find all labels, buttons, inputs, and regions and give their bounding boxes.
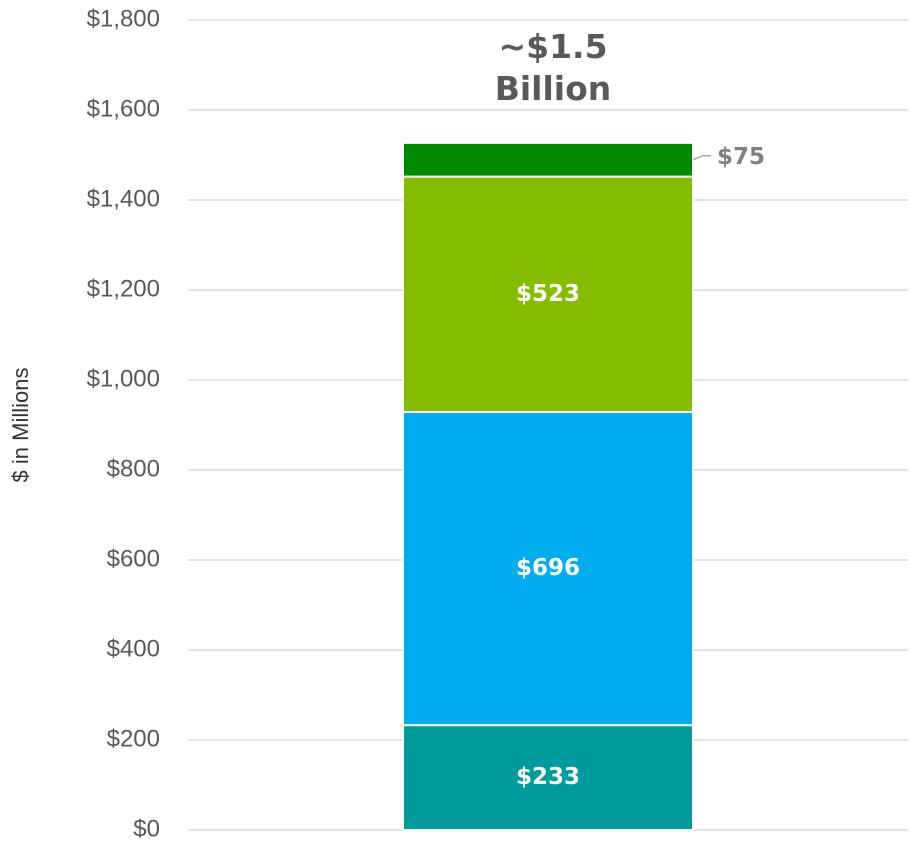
bar-segment: [402, 410, 694, 727]
leader-line: [692, 154, 711, 161]
y-tick-label: $0: [133, 815, 160, 842]
bar-segment: [402, 141, 694, 178]
value-label: $696: [516, 555, 580, 581]
y-tick-label: $1,800: [87, 5, 160, 32]
value-label: $75: [717, 144, 765, 170]
y-tick-label: $1,000: [87, 365, 160, 392]
y-tick-label: $1,400: [87, 185, 160, 212]
y-tick-label: $1,200: [87, 275, 160, 302]
bar-segment: [402, 175, 694, 413]
y-tick-label: $600: [107, 545, 160, 572]
y-tick-label: $200: [107, 725, 160, 752]
y-tick-label: $400: [107, 635, 160, 662]
y-axis-label: $ in Millions: [8, 368, 33, 483]
total-annotation: ~$1.5 Billion: [494, 27, 612, 108]
y-tick-label: $1,600: [87, 95, 160, 122]
value-label: $233: [516, 764, 580, 790]
value-label: $523: [516, 281, 580, 307]
y-tick-label: $800: [107, 455, 160, 482]
